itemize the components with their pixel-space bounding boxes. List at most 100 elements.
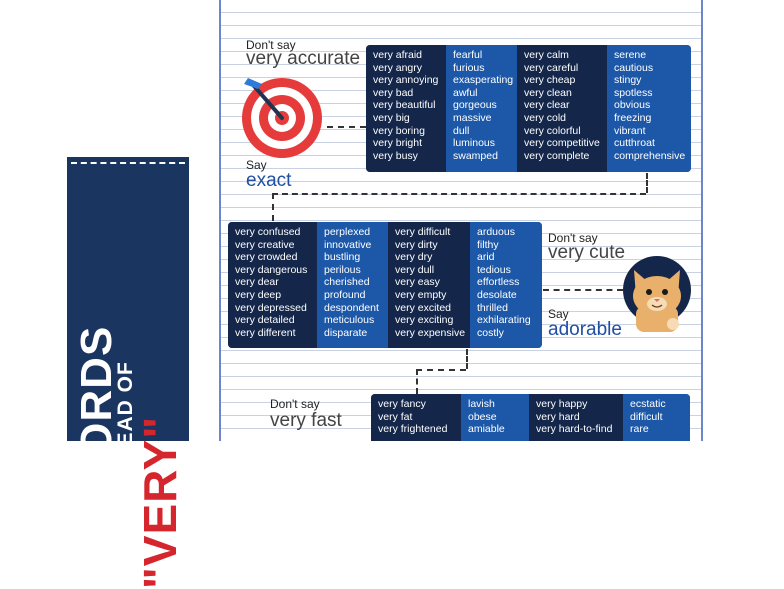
list-item: cutthroat (614, 137, 655, 150)
list-item: very clean (524, 86, 572, 99)
connector-line-4c (416, 369, 418, 394)
dont-say-phrase-1: very accurate (246, 48, 361, 69)
list-item: lavish (468, 398, 495, 410)
connector-line-4a (466, 349, 468, 369)
list-item: filthy (477, 238, 499, 251)
list-item: exhilarating (477, 314, 531, 327)
list-item: perilous (324, 263, 361, 276)
list-item: very complete (524, 149, 590, 162)
list-item: furious (453, 61, 485, 74)
cat-icon (623, 256, 691, 332)
list-item: desolate (477, 288, 517, 301)
list-item: bustling (324, 251, 361, 264)
list-item: very cheap (524, 74, 576, 87)
list-item: luminous (453, 137, 496, 150)
list-item: cherished (324, 276, 370, 289)
say-label-1: Say (246, 158, 267, 172)
dont-say-phrase-2: very cute (548, 242, 626, 263)
list-item: rare (630, 423, 649, 436)
list-item: stingy (614, 74, 642, 87)
table-1-column-2: fearful furious exasperating awful gorge… (446, 45, 517, 172)
list-item: obese (468, 410, 497, 423)
list-item: meticulous (324, 314, 375, 327)
table-3-column-1: very fancy very fat very frightened (371, 394, 461, 441)
connector-line-2b (272, 193, 646, 195)
list-item: very calm (524, 49, 569, 61)
dont-say-label-1: Don't say (246, 38, 296, 52)
list-item: very detailed (235, 314, 295, 327)
list-item: very empty (395, 288, 447, 301)
connector-line-3 (543, 289, 623, 291)
banner-title: 128 WORDS TO USE INSTEAD OF "VERY" (72, 319, 186, 589)
list-item: spotless (614, 86, 653, 99)
say-label-2: Say (548, 307, 569, 321)
list-item: effortless (477, 276, 520, 289)
word-table-3: very fancy very fat very frightened lavi… (371, 394, 690, 441)
table-1-column-1: very afraid very angry very annoying ver… (366, 45, 446, 172)
list-item: very different (235, 326, 296, 339)
table-1-column-4: serene cautious stingy spotless obvious … (607, 45, 691, 172)
list-item: amiable (468, 423, 505, 436)
list-item: ecstatic (630, 398, 666, 410)
list-item: very depressed (235, 301, 307, 314)
connector-line-2c (272, 193, 274, 221)
list-item: very dirty (395, 238, 438, 251)
table-3-column-4: ecstatic difficult rare (623, 394, 690, 441)
list-item: very excited (395, 301, 452, 314)
connector-line-4b (416, 369, 466, 371)
list-item: very afraid (373, 49, 423, 61)
list-item: difficult (630, 410, 663, 423)
list-item: cautious (614, 61, 654, 74)
list-item: very creative (235, 238, 295, 251)
list-item: very bad (373, 86, 414, 99)
connector-line-2a (646, 173, 648, 193)
dont-say-label-2: Don't say (548, 231, 598, 245)
table-2-column-3: very difficult very dirty very dry very … (388, 222, 470, 348)
list-item: comprehensive (614, 149, 686, 162)
list-item: very angry (373, 61, 423, 74)
list-item: despondent (324, 301, 379, 314)
say-word-1: exact (246, 170, 292, 191)
word-table-1: very afraid very angry very annoying ver… (366, 45, 691, 172)
list-item: very dry (395, 251, 433, 264)
list-item: arduous (477, 226, 515, 238)
table-2-column-4: arduous filthy arid tedious effortless d… (470, 222, 542, 348)
list-item: dull (453, 124, 470, 137)
table-3-column-2: lavish obese amiable (461, 394, 529, 441)
list-item: awful (453, 86, 478, 99)
list-item: very hard (536, 410, 580, 423)
list-item: very bright (373, 137, 423, 150)
list-item: very difficult (395, 226, 451, 238)
list-item: swamped (453, 149, 498, 162)
list-item: massive (453, 111, 492, 124)
list-item: very colorful (524, 124, 581, 137)
title-line-3: "VERY" (134, 415, 186, 589)
list-item: very exciting (395, 314, 454, 327)
table-2-column-2: perplexed innovative bustling perilous c… (317, 222, 388, 348)
list-item: very expensive (395, 326, 466, 339)
table-3-column-3: very happy very hard very hard-to-find (529, 394, 623, 441)
connector-line-1 (327, 126, 366, 128)
say-word-2: adorable (548, 319, 622, 340)
list-item: very easy (395, 276, 440, 289)
list-item: perplexed (324, 226, 371, 238)
list-item: disparate (324, 326, 368, 339)
list-item: costly (477, 326, 504, 339)
list-item: exasperating (453, 74, 514, 87)
banner-dashed-border (71, 162, 185, 164)
list-item: very hard-to-find (536, 423, 613, 436)
list-item: very beautiful (373, 99, 436, 112)
target-icon (242, 78, 322, 158)
list-item: very dangerous (235, 263, 308, 276)
list-item: gorgeous (453, 99, 497, 112)
list-item: very happy (536, 398, 588, 410)
list-item: obvious (614, 99, 651, 112)
list-item: tedious (477, 263, 511, 276)
list-item: very cold (524, 111, 567, 124)
list-item: very confused (235, 226, 301, 238)
list-item: very fancy (378, 398, 426, 410)
list-item: vibrant (614, 124, 646, 137)
list-item: very annoying (373, 74, 439, 87)
list-item: very deep (235, 288, 282, 301)
list-item: innovative (324, 238, 372, 251)
